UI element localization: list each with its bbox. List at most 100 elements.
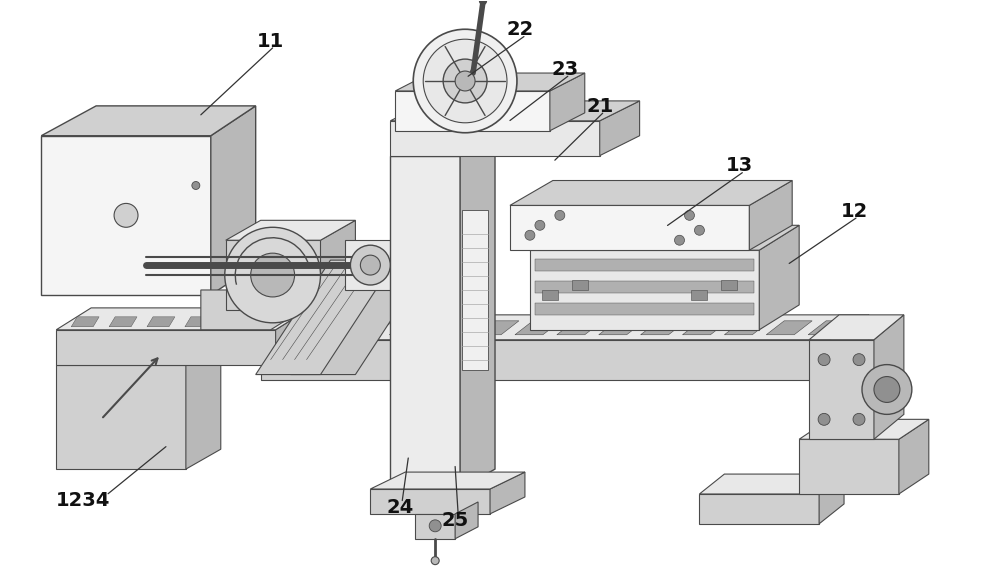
Polygon shape xyxy=(510,181,792,205)
Circle shape xyxy=(431,557,439,565)
Polygon shape xyxy=(56,345,221,365)
Polygon shape xyxy=(395,91,550,131)
Circle shape xyxy=(114,203,138,227)
Circle shape xyxy=(675,235,684,245)
Polygon shape xyxy=(535,281,754,293)
Polygon shape xyxy=(808,321,854,335)
Circle shape xyxy=(818,353,830,365)
Polygon shape xyxy=(395,73,585,91)
Polygon shape xyxy=(699,474,844,494)
Polygon shape xyxy=(109,317,137,327)
Polygon shape xyxy=(874,315,904,439)
Polygon shape xyxy=(699,494,819,524)
Polygon shape xyxy=(899,420,929,494)
Polygon shape xyxy=(799,420,929,439)
Circle shape xyxy=(684,210,694,221)
Polygon shape xyxy=(306,321,351,335)
Polygon shape xyxy=(766,321,812,335)
Circle shape xyxy=(251,253,295,297)
Polygon shape xyxy=(256,260,395,374)
Polygon shape xyxy=(389,321,435,335)
Polygon shape xyxy=(56,330,276,365)
Polygon shape xyxy=(641,321,686,335)
Polygon shape xyxy=(56,308,311,330)
Polygon shape xyxy=(415,514,455,539)
Polygon shape xyxy=(431,321,477,335)
Polygon shape xyxy=(530,250,759,330)
Circle shape xyxy=(853,413,865,425)
Polygon shape xyxy=(599,321,645,335)
Polygon shape xyxy=(530,225,799,250)
Polygon shape xyxy=(41,106,256,136)
Polygon shape xyxy=(682,321,728,335)
Text: 12: 12 xyxy=(840,202,868,221)
Polygon shape xyxy=(390,156,460,489)
Text: 13: 13 xyxy=(726,156,753,176)
Circle shape xyxy=(455,71,475,91)
Polygon shape xyxy=(56,365,186,469)
Polygon shape xyxy=(41,136,211,295)
Polygon shape xyxy=(223,317,251,327)
Polygon shape xyxy=(276,308,311,365)
Text: 11: 11 xyxy=(257,31,284,51)
Polygon shape xyxy=(473,321,519,335)
Polygon shape xyxy=(345,240,395,290)
Circle shape xyxy=(350,245,390,285)
Circle shape xyxy=(413,29,517,133)
Circle shape xyxy=(443,59,487,103)
Polygon shape xyxy=(147,317,175,327)
Polygon shape xyxy=(749,181,792,250)
Text: 23: 23 xyxy=(551,60,578,79)
Text: 1234: 1234 xyxy=(56,491,110,510)
Polygon shape xyxy=(261,340,829,380)
Circle shape xyxy=(862,365,912,414)
Polygon shape xyxy=(226,221,355,240)
Circle shape xyxy=(818,413,830,425)
Polygon shape xyxy=(320,221,355,310)
Polygon shape xyxy=(535,259,754,271)
Circle shape xyxy=(192,181,200,189)
Polygon shape xyxy=(819,474,844,524)
Polygon shape xyxy=(370,472,525,489)
Polygon shape xyxy=(460,136,495,489)
Circle shape xyxy=(429,520,441,532)
Polygon shape xyxy=(490,472,525,514)
Polygon shape xyxy=(185,317,213,327)
Polygon shape xyxy=(291,260,430,374)
Polygon shape xyxy=(510,205,749,250)
Circle shape xyxy=(535,221,545,230)
Text: 21: 21 xyxy=(586,97,613,116)
Polygon shape xyxy=(390,121,600,156)
Circle shape xyxy=(360,255,380,275)
Polygon shape xyxy=(600,101,640,156)
Circle shape xyxy=(225,227,321,323)
Polygon shape xyxy=(347,321,393,335)
Circle shape xyxy=(555,210,565,221)
Text: 24: 24 xyxy=(387,498,414,517)
Text: 22: 22 xyxy=(506,21,534,39)
Polygon shape xyxy=(829,315,869,380)
Polygon shape xyxy=(557,321,603,335)
Circle shape xyxy=(874,377,900,402)
Polygon shape xyxy=(462,210,488,369)
Polygon shape xyxy=(759,225,799,330)
Circle shape xyxy=(525,230,535,240)
Polygon shape xyxy=(390,101,640,121)
Polygon shape xyxy=(455,502,478,539)
Polygon shape xyxy=(542,290,558,300)
Polygon shape xyxy=(809,315,904,340)
Polygon shape xyxy=(724,321,770,335)
Polygon shape xyxy=(201,265,311,330)
Polygon shape xyxy=(390,136,495,156)
Polygon shape xyxy=(809,340,874,439)
Polygon shape xyxy=(515,321,561,335)
Circle shape xyxy=(423,39,507,123)
Polygon shape xyxy=(550,73,585,131)
Circle shape xyxy=(694,225,704,235)
Polygon shape xyxy=(395,225,420,290)
Polygon shape xyxy=(71,317,99,327)
Polygon shape xyxy=(535,303,754,315)
Polygon shape xyxy=(721,280,737,290)
Text: 25: 25 xyxy=(442,511,469,530)
Polygon shape xyxy=(186,345,221,469)
